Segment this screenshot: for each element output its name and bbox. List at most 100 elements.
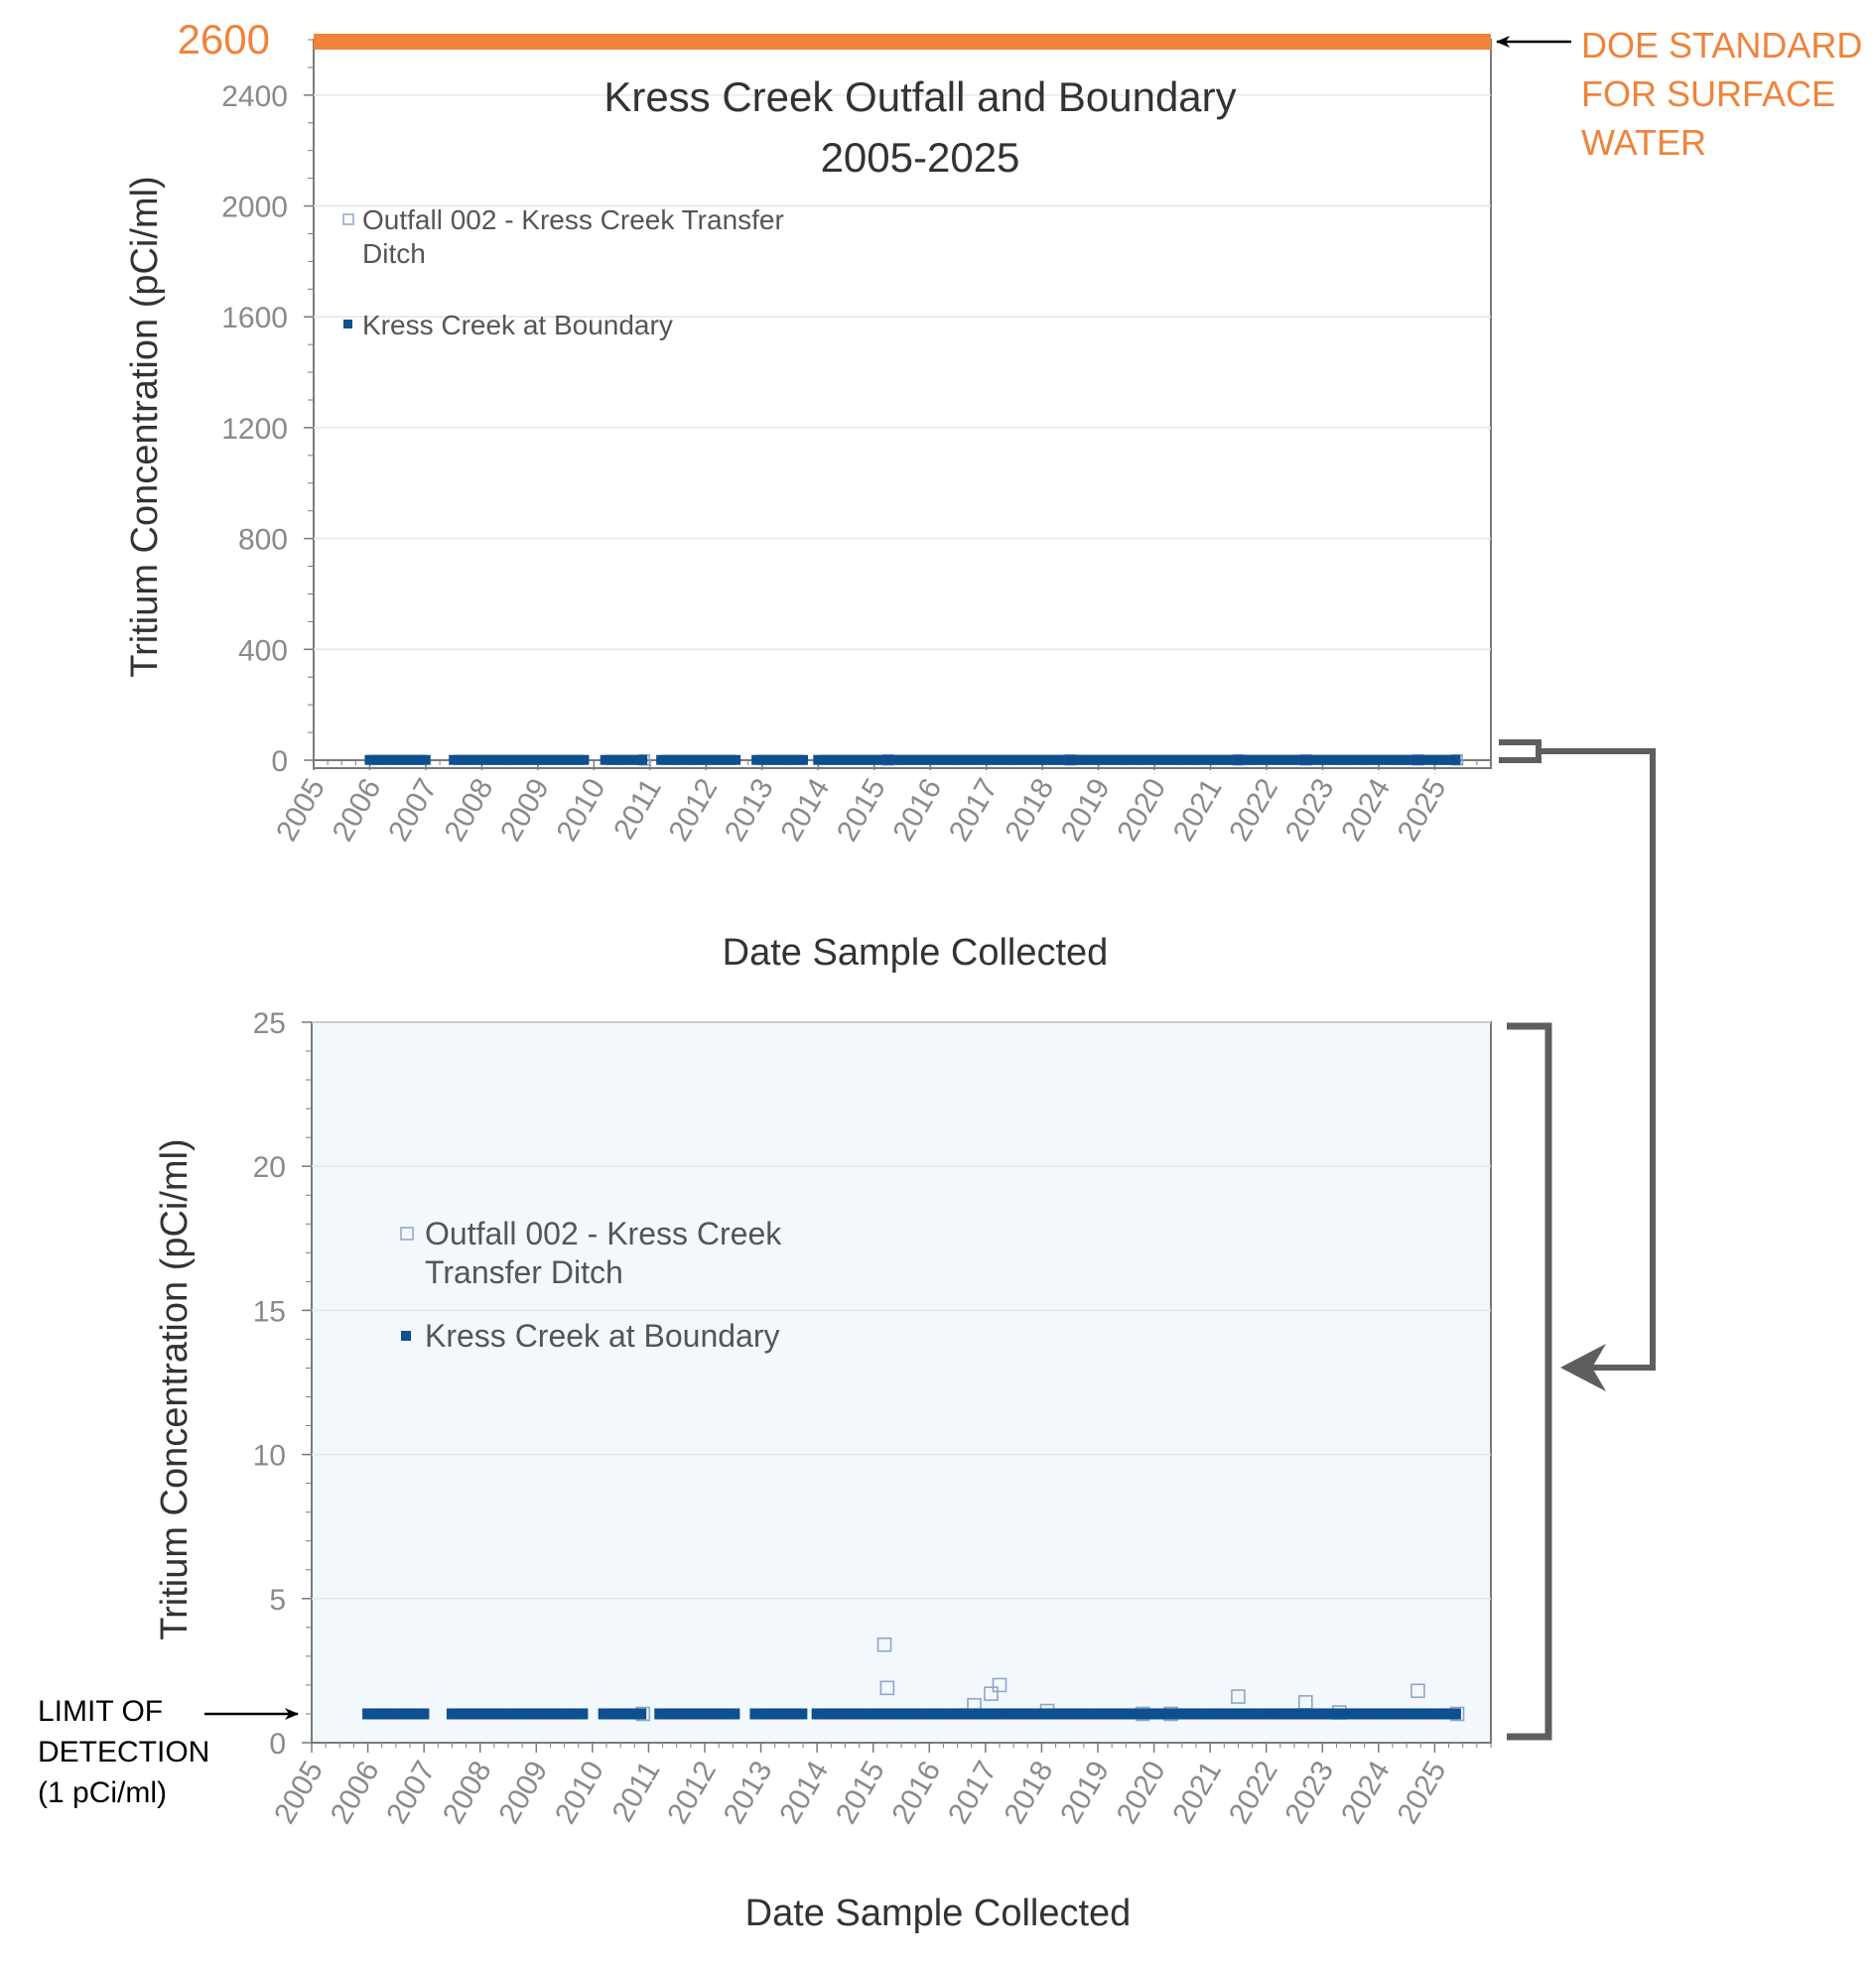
- y-tick-label: 800: [238, 524, 288, 557]
- x-tick-label: 2024: [1335, 773, 1397, 847]
- x-tick-label: 2009: [492, 1756, 554, 1829]
- x-tick-label: 2012: [661, 1756, 723, 1829]
- connector-arrowhead: [1560, 1344, 1606, 1391]
- outfall-data-point: [1231, 1689, 1246, 1704]
- boundary-data-point: [637, 754, 648, 765]
- x-tick-label: 2013: [718, 1756, 779, 1829]
- y-tick-label: 1200: [221, 413, 288, 446]
- lod-label-line3: (1 pCi/ml): [38, 1776, 167, 1809]
- legend-outfall-label-line1: Outfall 002 - Kress Creek Transfer: [362, 204, 784, 235]
- x-tick-label: 2005: [270, 773, 332, 847]
- y-tick-label: 15: [253, 1295, 286, 1328]
- lod-label-line2: DETECTION: [38, 1736, 209, 1768]
- boundary-data-point: [1450, 754, 1461, 765]
- y-tick-label: 2400: [221, 80, 288, 113]
- x-tick-label: 2023: [1278, 1756, 1340, 1829]
- x-tick-label: 2019: [1055, 773, 1117, 847]
- connector-line: [1539, 748, 1656, 1371]
- y-tick-label: 0: [271, 745, 288, 778]
- top-x-axis-title: Date Sample Collected: [723, 932, 1109, 974]
- large-bracket: [1507, 1022, 1552, 1741]
- x-tick-label: 2017: [943, 773, 1005, 847]
- top-x-axis: 2005200620072008200920102011201220132014…: [270, 759, 1492, 847]
- outfall-data-point: [876, 1637, 892, 1652]
- x-tick-label: 2010: [549, 1756, 610, 1829]
- x-tick-label: 2017: [942, 1756, 1004, 1829]
- top-chart: 0 400 800 1200 1600 2000 2400 2005200620072008…: [124, 16, 1492, 974]
- x-tick-label: 2014: [774, 773, 836, 847]
- x-tick-label: 2010: [550, 773, 611, 847]
- boundary-data-point: [420, 754, 431, 765]
- x-tick-label: 2022: [1223, 773, 1284, 847]
- x-tick-label: 2015: [830, 1756, 891, 1829]
- legend-outfall-marker-bottom: [400, 1227, 414, 1241]
- boundary-data-point: [731, 754, 741, 765]
- boundary-data-point: [1449, 1708, 1461, 1720]
- x-tick-label: 2008: [439, 773, 500, 847]
- boundary-data-point: [579, 754, 590, 765]
- top-y-axis: 0 400 800 1200 1600 2000 2400: [221, 39, 314, 778]
- boundary-data-point: [418, 1708, 430, 1720]
- top-plot-area: [313, 39, 1492, 769]
- x-tick-label: 2007: [380, 1756, 442, 1829]
- y-tick-label: 5: [269, 1584, 286, 1617]
- doe-label-line3: WATER: [1581, 122, 1706, 163]
- small-bracket: [1499, 739, 1541, 763]
- top-y-axis-title: Tritium Concentration (pCi/ml): [124, 176, 166, 677]
- x-tick-label: 2008: [437, 1756, 498, 1829]
- x-tick-label: 2021: [1167, 773, 1229, 847]
- bottom-x-axis-title: Date Sample Collected: [745, 1893, 1132, 1934]
- lod-label-line1: LIMIT OF: [38, 1695, 163, 1728]
- boundary-data-point: [798, 754, 809, 765]
- doe-label-line1: DOE STANDARD: [1581, 25, 1862, 66]
- y-tick-label: 400: [238, 634, 288, 667]
- x-tick-label: 2015: [831, 773, 892, 847]
- outfall-data-point: [984, 1686, 999, 1701]
- x-tick-label: 2018: [999, 773, 1060, 847]
- bottom-y-axis-title: Tritium Concentration (pCi/ml): [154, 1138, 196, 1639]
- chart-title-line2: 2005-2025: [821, 134, 1020, 181]
- x-tick-label: 2005: [268, 1756, 330, 1829]
- y-tick-label: 1600: [221, 302, 288, 334]
- x-tick-label: 2020: [1111, 1756, 1172, 1829]
- x-tick-label: 2021: [1166, 1756, 1228, 1829]
- legend-outfall-label-bottom-line1: Outfall 002 - Kress Creek: [425, 1216, 782, 1251]
- x-tick-label: 2011: [607, 773, 668, 845]
- legend-outfall-marker: [342, 213, 354, 225]
- chart-title-line1: Kress Creek Outfall and Boundary: [603, 73, 1236, 120]
- lod-annotation: LIMIT OF DETECTION (1 pCi/ml): [38, 1695, 299, 1809]
- x-tick-label: 2020: [1111, 773, 1172, 847]
- y-tick-label: 25: [253, 1007, 286, 1040]
- x-tick-label: 2011: [606, 1756, 667, 1827]
- x-tick-label: 2025: [1392, 773, 1453, 847]
- x-tick-label: 2014: [773, 1756, 835, 1829]
- x-tick-label: 2018: [999, 1756, 1060, 1829]
- doe-label-line2: FOR SURFACE: [1581, 73, 1835, 114]
- x-tick-label: 2016: [886, 773, 948, 847]
- doe-annotation: DOE STANDARD FOR SURFACE WATER: [1496, 25, 1862, 163]
- top-data-points: [364, 753, 1463, 766]
- legend-boundary-label-bottom: Kress Creek at Boundary: [425, 1318, 780, 1354]
- y-tick-label: 10: [253, 1440, 286, 1473]
- y-tick-label: 0: [269, 1728, 286, 1761]
- legend-outfall-label-bottom-line2: Transfer Ditch: [425, 1254, 623, 1290]
- doe-value-label: 2600: [178, 16, 270, 63]
- x-tick-label: 2009: [494, 773, 556, 847]
- x-tick-label: 2006: [327, 773, 388, 847]
- boundary-data-point: [577, 1708, 589, 1720]
- x-tick-label: 2024: [1335, 1756, 1397, 1829]
- bottom-x-axis: 2005200620072008200920102011201220132014…: [268, 1742, 1492, 1829]
- legend-boundary-marker: [343, 320, 352, 328]
- x-tick-label: 2007: [382, 773, 444, 847]
- x-tick-label: 2013: [719, 773, 780, 847]
- x-tick-label: 2016: [885, 1756, 947, 1829]
- legend-boundary-label: Kress Creek at Boundary: [362, 310, 673, 340]
- x-tick-label: 2022: [1223, 1756, 1284, 1829]
- x-tick-label: 2012: [662, 773, 724, 847]
- legend-boundary-marker-bottom: [401, 1331, 411, 1341]
- bottom-y-axis: 0 5 10 15 20 25: [253, 1007, 312, 1761]
- x-tick-label: 2006: [325, 1756, 386, 1829]
- doe-standard-line: [314, 34, 1491, 50]
